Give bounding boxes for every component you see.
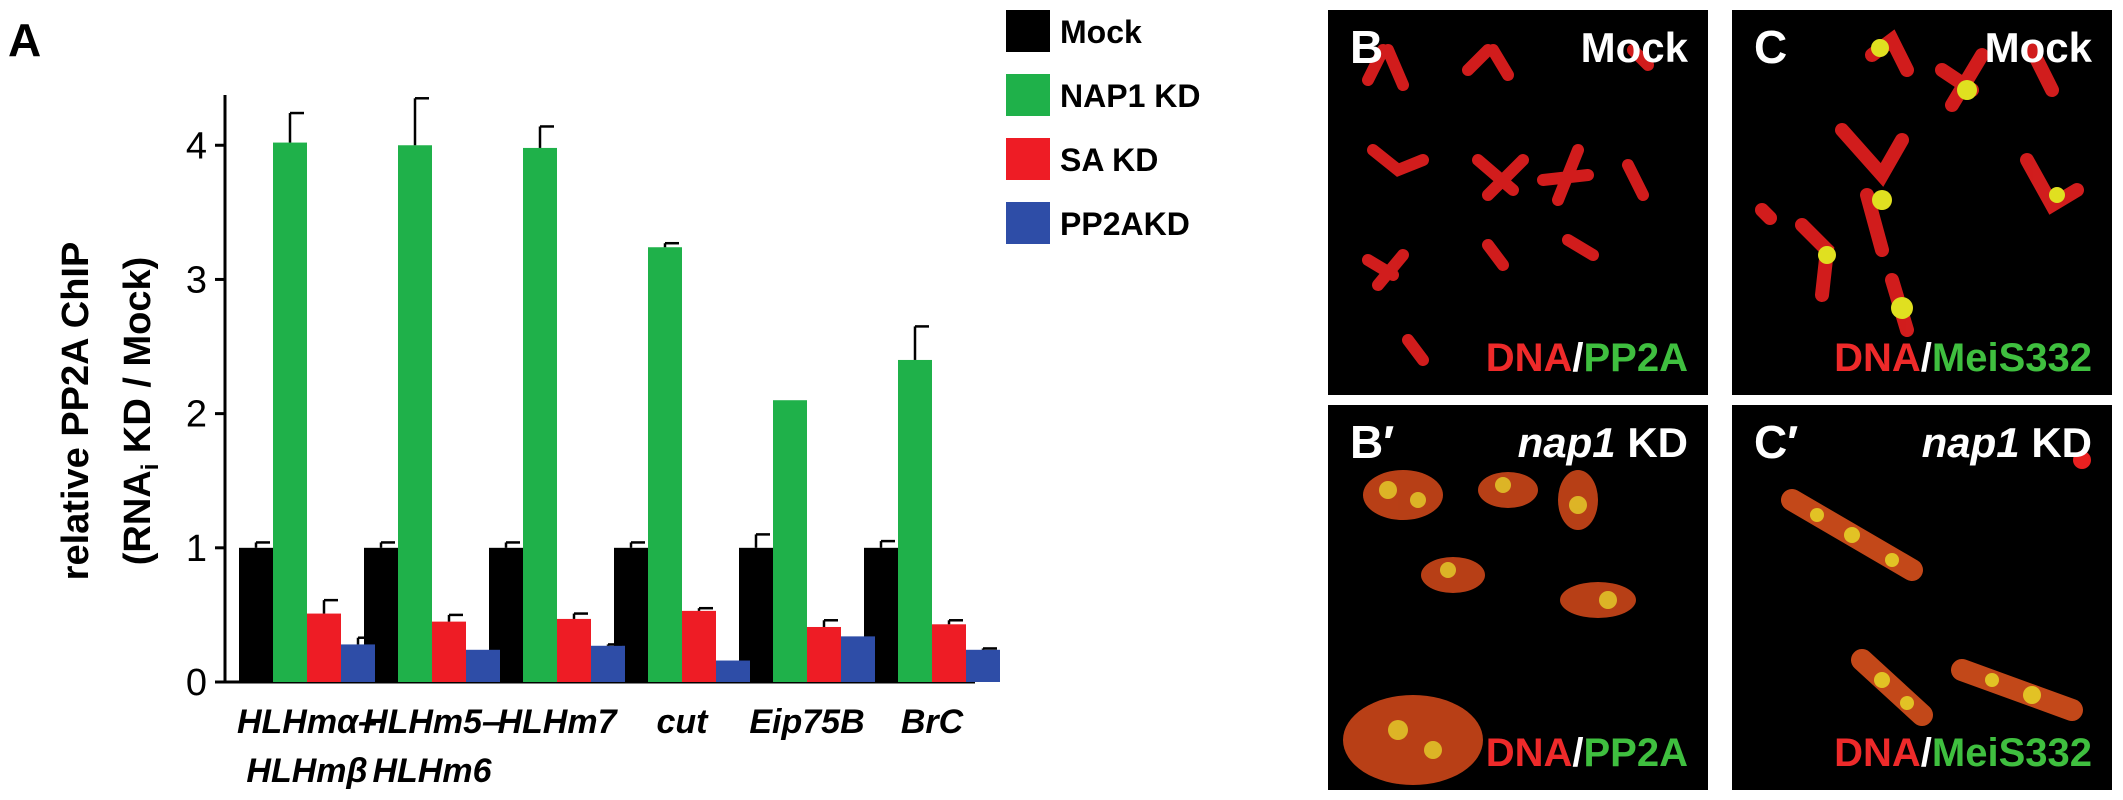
y-tick-label: 3 [186,259,207,301]
category-label-line2: HLHm6 [372,752,492,790]
dna-label: DNA [1834,336,1921,380]
category-label: Eip75B [749,703,864,741]
y-axis-label: relative PP2A ChIP [55,242,97,581]
bar-sa-kd [307,613,341,682]
bar-nap1-kd [773,400,807,682]
legend-label: SA KD [1060,142,1158,178]
bar-pp2akd [716,660,750,682]
legend-swatch [1006,10,1050,52]
bar-sa-kd [932,624,966,682]
bar-sa-kd [682,610,716,682]
y-tick-label: 2 [186,394,207,436]
stain-label: PP2A [1583,336,1689,380]
panel-c-label: C [1754,21,1788,73]
bar-pp2akd [466,649,500,682]
slash: / [1920,336,1932,380]
bar-pp2akd [591,645,625,682]
slash: / [1572,336,1584,380]
category-label: BrC [901,703,964,741]
bar-mock [239,547,273,682]
category-label: cut [657,703,710,741]
panel-b-label: B [1350,21,1384,73]
bar-pp2akd [341,644,375,682]
bar-sa-kd [807,626,841,682]
condition-suffix: KD [2019,419,2092,466]
y-axis-label-subscript: i [137,464,164,471]
y-tick-label: 1 [186,528,207,570]
panel-c-condition: Mock [1984,24,2092,71]
stain-label: PP2A [1583,731,1689,775]
dna-label: DNA [1834,731,1921,775]
category-label-line2: HLHmβ [246,752,367,790]
bar-nap1-kd [273,142,307,683]
bar-nap1-kd [398,145,432,683]
chromosome-image-c [1755,29,2084,337]
panel-c-prime-condition: nap1 KD [1922,419,2092,467]
panel-c-prime-caption: DNA/MeiS332 [1834,731,2092,776]
bar-sa-kd [432,621,466,682]
panel-b: B Mock DNA/PP2A [1328,10,1708,395]
dna-label: DNA [1485,336,1573,380]
chromosome-image-c-prime [1781,451,2091,726]
y-tick-label: 0 [186,662,207,704]
legend-swatch [1006,202,1050,244]
legend-label: NAP1 KD [1060,78,1200,114]
bar-sa-kd [557,618,591,682]
dna-label: DNA [1485,731,1573,775]
panel-b-condition: Mock [1580,24,1688,71]
condition-gene: nap1 [1517,419,1616,466]
panel-c-caption: DNA/MeiS332 [1834,336,2092,381]
legend-swatch [1006,138,1050,180]
category-label: HLHm5– [363,703,501,741]
panel-c-prime: C′ nap1 KD DNA/MeiS332 [1732,405,2112,790]
legend-label: Mock [1060,14,1142,50]
slash: / [1920,731,1932,775]
condition-suffix: KD [1615,419,1688,466]
panel-b-caption: DNA/PP2A [1486,336,1688,381]
y-axis-label-line2: (RNAi KD / Mock) [117,257,164,566]
legend-label: PP2AKD [1060,206,1190,242]
panel-a-label: A [8,14,41,66]
panel-b-prime-caption: DNA/PP2A [1486,731,1688,776]
condition-gene: nap1 [1921,419,2020,466]
legend: Mock NAP1 KD SA KD PP2AKD [1006,10,1200,244]
y-axis-label-suffix: KD / Mock) [117,257,159,464]
slash: / [1572,731,1584,775]
panel-b-prime-condition: nap1 KD [1518,419,1688,467]
stain-label: MeiS332 [1931,731,2092,775]
bar-nap1-kd [648,247,682,682]
panel-b-prime: B′ nap1 KD DNA/PP2A [1328,405,1708,790]
bar-nap1-kd [523,147,557,683]
panel-c-prime-label: C′ [1754,416,1799,468]
stain-label: MeiS332 [1931,336,2092,380]
chromosome-image-b [1362,44,1654,366]
y-tick-label: 4 [186,125,207,167]
y-axis-label-prefix: (RNA [117,470,159,565]
bar-pp2akd [841,636,875,682]
chromosome-image-b-prime [1343,470,1636,785]
bar-mock [739,547,773,682]
panel-b-prime-label: B′ [1350,416,1395,468]
panel-c: C Mock DNA/MeiS332 [1732,10,2112,395]
category-label: HLHm7 [497,703,618,741]
bar-pp2akd [966,649,1000,682]
bar-nap1-kd [898,359,932,682]
legend-swatch [1006,74,1050,116]
category-label: HLHmα– [237,703,377,741]
